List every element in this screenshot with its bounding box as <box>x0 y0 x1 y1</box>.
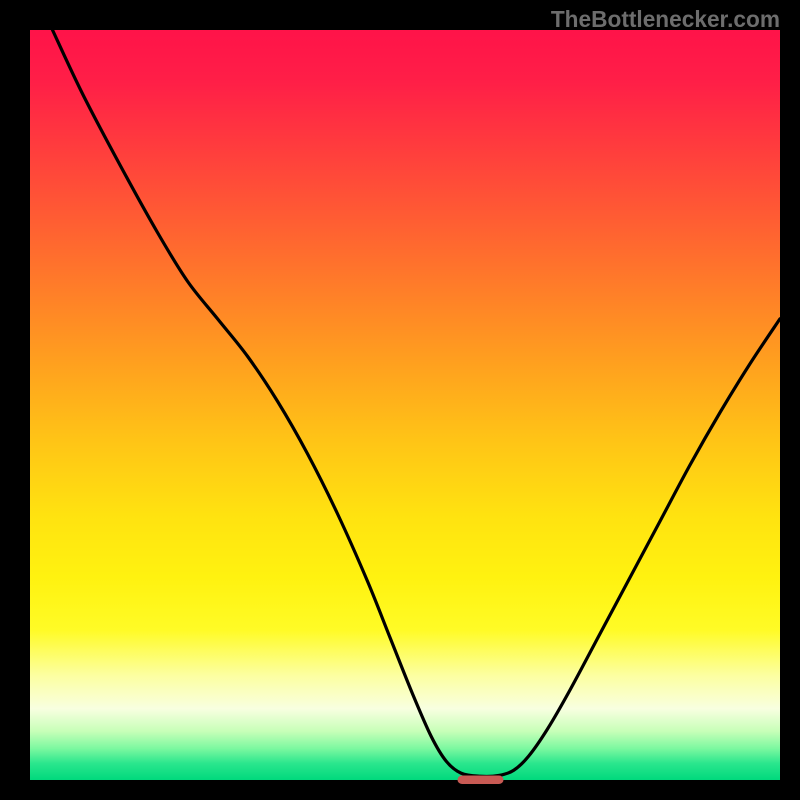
chart-stage: TheBottlenecker.com <box>0 0 800 800</box>
minimum-marker <box>457 775 504 785</box>
watermark-text: TheBottlenecker.com <box>551 6 780 33</box>
bottleneck-curve <box>53 30 781 776</box>
curve-layer <box>30 30 780 780</box>
plot-area <box>30 30 780 780</box>
minimum-marker-pill <box>458 776 503 784</box>
